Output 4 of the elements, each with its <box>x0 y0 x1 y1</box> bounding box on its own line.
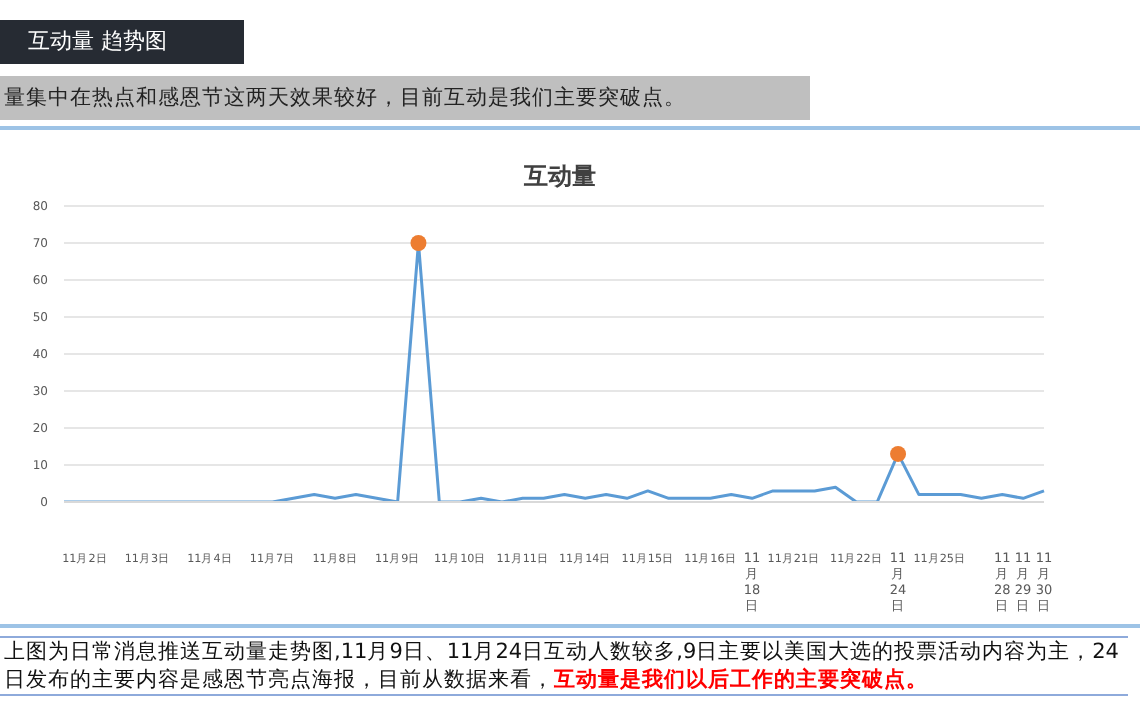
text: 互动量是我们以后工作的主要突破点。 <box>554 668 928 692</box>
text: 互动量 趋势图 <box>0 20 244 64</box>
chart-title: 互动量 <box>522 160 598 194</box>
chart-subtitle: 量集中在热点和感恩节这两天效果较好，目前互动是我们主要突破点。 <box>0 76 810 120</box>
